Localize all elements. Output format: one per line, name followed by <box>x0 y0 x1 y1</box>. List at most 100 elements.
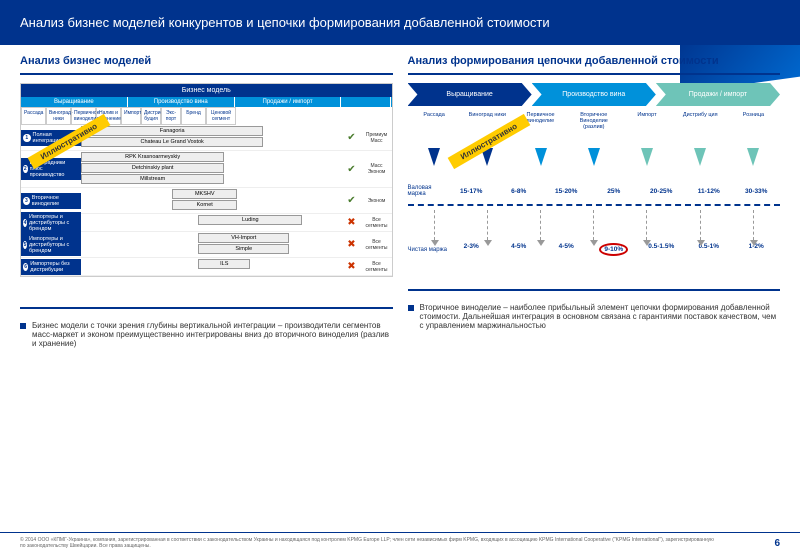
bm-subcat: Дистри-буция <box>141 107 161 125</box>
bm-rows: 1Полная интеграцияFanagoriaChateau Le Gr… <box>21 125 392 276</box>
down-arrow-icon <box>747 148 759 166</box>
left-bullet: Бизнес модели с точки зрения глубины вер… <box>20 321 393 348</box>
segment-label: Масс Эконом <box>362 163 392 175</box>
bm-cells: VH-ImportSimple <box>81 232 342 257</box>
circled-value: 9-10% <box>599 243 628 256</box>
bm-subcat: Импорт <box>121 107 141 125</box>
bm-subcat: Рассада <box>21 107 46 125</box>
down-arrow-icon <box>535 148 547 166</box>
chevron: Продажи / импорт <box>656 83 780 106</box>
bm-row-label: 6Импортеры без дистрибуции <box>21 259 81 275</box>
left-title: Анализ бизнес моделей <box>20 55 393 67</box>
arrow-cell <box>674 132 727 182</box>
bm-row: 2Виноградники плюс производствоRPK Krasn… <box>21 151 392 188</box>
bm-row-label: 5Импортеры и дистрибуторы с брендом <box>21 234 81 256</box>
company-box: Simple <box>198 244 289 254</box>
chain-col: Розница <box>727 110 780 132</box>
bm-row-label: 4Импортеры и дистрибуторы с брендом <box>21 212 81 234</box>
chain-col: Дистрибу ция <box>674 110 727 132</box>
company-box: ILS <box>198 259 250 269</box>
bm-cells: MKSHVKornet <box>81 188 342 213</box>
chain-chevrons: ВыращиваниеПроизводство винаПродажи / им… <box>408 83 781 106</box>
bm-categories: ВыращиваниеПроизводство винаПродажи / им… <box>21 97 392 107</box>
company-box: VH-Import <box>198 233 289 243</box>
chevron: Выращивание <box>408 83 532 106</box>
bm-subcat: Ценовой сегмент <box>206 107 236 125</box>
bm-cat: Производство вина <box>128 97 235 107</box>
down-arrow-icon <box>694 148 706 166</box>
footer: © 2014 ООО «КПМГ-Украина», компания, зар… <box>0 532 800 553</box>
company-box: RPK Krasnoarmeyskiy <box>81 152 224 162</box>
bullet-text: Бизнес модели с точки зрения глубины вер… <box>32 321 393 348</box>
check-icon: ✔ <box>342 164 362 175</box>
bm-cells: FanagoriaChateau Le Grand Vostok <box>81 125 342 150</box>
bm-subcat: Виноград-ники <box>46 107 71 125</box>
gross-label: Валовая маржа <box>408 185 448 197</box>
net-value: 4-5% <box>543 243 591 256</box>
bm-cells: ILS <box>81 258 342 275</box>
bm-row: 3Вторичное виноделиеMKSHVKornet✔Эконом <box>21 188 392 214</box>
bm-cat: Продажи / импорт <box>235 97 342 107</box>
company-box: MKSHV <box>172 189 237 199</box>
cross-icon: ✖ <box>342 217 362 228</box>
net-label: Чистая маржа <box>408 247 448 253</box>
copyright: © 2014 ООО «КПМГ-Украина», компания, зар… <box>20 537 720 549</box>
segment-label: Все сегменты <box>362 217 392 229</box>
cross-icon: ✖ <box>342 261 362 272</box>
bm-row: 4Импортеры и дистрибуторы с брендомLudin… <box>21 214 392 232</box>
bm-subcat: Бренд <box>181 107 206 125</box>
segment-label: Все сегменты <box>362 261 392 273</box>
arrow-cell <box>620 210 673 240</box>
gross-value: 30-33% <box>733 188 781 195</box>
arrow-cell <box>620 132 673 182</box>
arrow-cell <box>408 210 461 240</box>
page-number: 6 <box>774 538 780 549</box>
bm-row-label: 3Вторичное виноделие <box>21 193 81 209</box>
bm-row: 6Импортеры без дистрибуции ILS ✖Все сегмен… <box>21 258 392 276</box>
left-column: Анализ бизнес моделей Бизнес модель Выра… <box>20 55 393 348</box>
company-box: Detchinskiy plant <box>81 163 224 173</box>
right-bullet: Вторичное виноделие – наиболее прибыльны… <box>408 303 781 330</box>
arrow-cell <box>514 132 567 182</box>
arrow-cell <box>461 210 514 240</box>
chain-col: Импорт <box>620 110 673 132</box>
company-box: Kornet <box>172 200 237 210</box>
gross-value: 25% <box>590 188 638 195</box>
dash-arrow-icon <box>593 210 594 240</box>
gross-cells: 15-17%6-8%15-20%25%20-25%11-12%30-33% <box>448 188 781 195</box>
gross-value: 15-20% <box>543 188 591 195</box>
arrow-cell <box>567 210 620 240</box>
company-box: Chateau Le Grand Vostok <box>81 137 263 147</box>
gross-value: 20-25% <box>638 188 686 195</box>
segment-label: Премиум Масс <box>362 132 392 144</box>
arrow-cell <box>514 210 567 240</box>
company-box: Fanagoria <box>81 126 263 136</box>
bm-subcat: Экс-порт <box>161 107 181 125</box>
chain-col: Вторичное Виноделие (разлив) <box>567 110 620 132</box>
dash-arrow-icon <box>700 210 701 240</box>
arrow-cell <box>727 132 780 182</box>
bm-subcategories: РассадаВиноград-никиПервичное виноделиеН… <box>21 107 392 125</box>
gross-value: 15-17% <box>448 188 496 195</box>
bm-cat: Выращивание <box>21 97 128 107</box>
dash-arrow-icon <box>753 210 754 240</box>
net-value: 0.5-1% <box>685 243 733 256</box>
content: Анализ бизнес моделей Бизнес модель Выра… <box>0 45 800 358</box>
bm-cells: RPK KrasnoarmeyskiyDetchinskiy plantMill… <box>81 151 342 187</box>
right-column: Анализ формирования цепочки добавленной … <box>408 55 781 348</box>
separator <box>408 204 781 206</box>
down-arrow-icon <box>428 148 440 166</box>
segment-label: Все сегменты <box>362 239 392 251</box>
underline <box>20 73 393 75</box>
page-title: Анализ бизнес моделей конкурентов и цепо… <box>20 15 550 30</box>
dash-arrow-icon <box>540 210 541 240</box>
gross-value: 6-8% <box>495 188 543 195</box>
underline <box>408 73 781 75</box>
bullet-text: Вторичное виноделие – наиболее прибыльны… <box>420 303 781 330</box>
bullet-icon <box>408 305 414 311</box>
segment-label: Эконом <box>362 198 392 204</box>
bm-cells: Luding <box>81 214 342 231</box>
net-value: 4-5% <box>495 243 543 256</box>
down-arrow-icon <box>641 148 653 166</box>
down-arrow-icon <box>588 148 600 166</box>
